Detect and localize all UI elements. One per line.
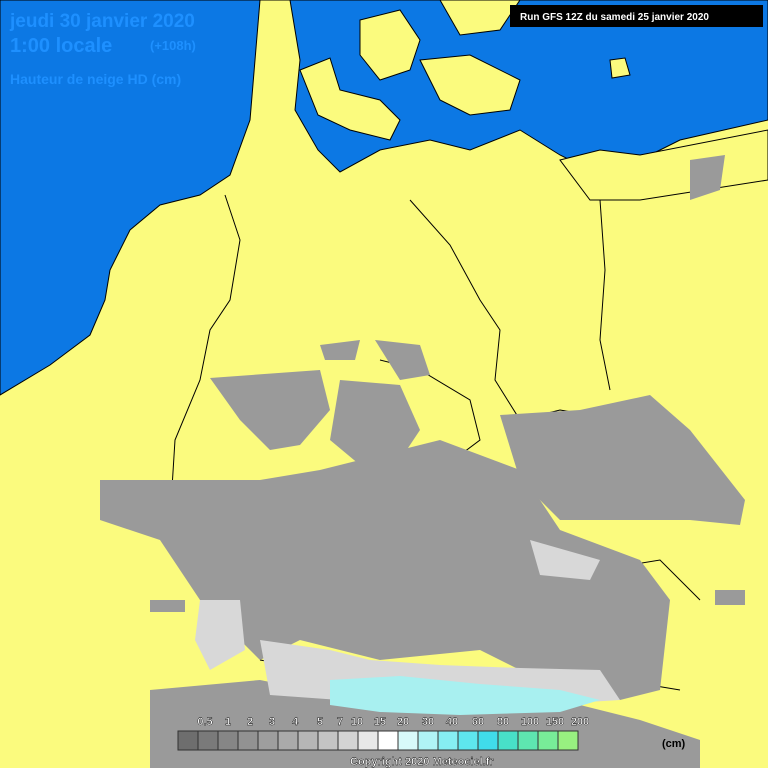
legend-swatch bbox=[417, 730, 439, 751]
legend-swatch bbox=[557, 730, 579, 751]
legend-swatch bbox=[477, 730, 499, 751]
legend-swatch bbox=[257, 730, 279, 751]
legend-swatch bbox=[337, 730, 359, 751]
legend-label: 1 bbox=[225, 716, 231, 728]
legend-swatch bbox=[437, 730, 459, 751]
legend-label: 150 bbox=[546, 716, 564, 728]
legend-label: 20 bbox=[397, 716, 409, 728]
legend-swatch bbox=[317, 730, 339, 751]
legend-label: 3 bbox=[269, 716, 275, 728]
local-time: 1:00 locale bbox=[10, 35, 112, 57]
legend-label: 100 bbox=[521, 716, 539, 728]
legend-label: 5 bbox=[317, 716, 323, 728]
variable-name: Hauteur de neige HD (cm) bbox=[10, 71, 181, 87]
land-islands bbox=[299, 0, 768, 201]
legend-label: 15 bbox=[374, 716, 386, 728]
sea bbox=[0, 0, 768, 396]
run-info: Run GFS 12Z du samedi 25 janvier 2020 bbox=[520, 12, 709, 23]
legend-label: 200 bbox=[571, 716, 589, 728]
legend-swatch bbox=[397, 730, 419, 751]
legend-label: 10 bbox=[351, 716, 363, 728]
forecast-offset: (+108h) bbox=[150, 38, 196, 53]
legend-swatch bbox=[217, 730, 239, 751]
legend-swatch bbox=[497, 730, 519, 751]
legend-swatch bbox=[377, 730, 399, 751]
legend-label: 40 bbox=[446, 716, 458, 728]
legend-label: 80 bbox=[497, 716, 509, 728]
legend-unit: (cm) bbox=[662, 738, 686, 750]
legend-swatch bbox=[357, 730, 379, 751]
legend-label: 4 bbox=[292, 716, 299, 728]
date: jeudi 30 janvier 2020 bbox=[9, 11, 195, 32]
legend-swatch bbox=[177, 730, 199, 751]
legend-label: 7 bbox=[337, 716, 343, 728]
legend-label: 60 bbox=[472, 716, 484, 728]
legend-swatch bbox=[237, 730, 259, 751]
legend-swatch bbox=[537, 730, 559, 751]
legend-label: 30 bbox=[422, 716, 434, 728]
copyright: Copyright 2020 Meteociel.fr bbox=[350, 756, 494, 768]
legend-swatch bbox=[517, 730, 539, 751]
legend-swatch bbox=[457, 730, 479, 751]
run-box bbox=[510, 5, 763, 27]
legend-swatch bbox=[197, 730, 219, 751]
legend-label: 2 bbox=[247, 716, 253, 728]
snow-heavy bbox=[330, 676, 600, 715]
legend bbox=[177, 730, 579, 751]
legend-swatch bbox=[277, 730, 299, 751]
legend-label: 0.5 bbox=[197, 716, 212, 728]
legend-swatch bbox=[297, 730, 319, 751]
